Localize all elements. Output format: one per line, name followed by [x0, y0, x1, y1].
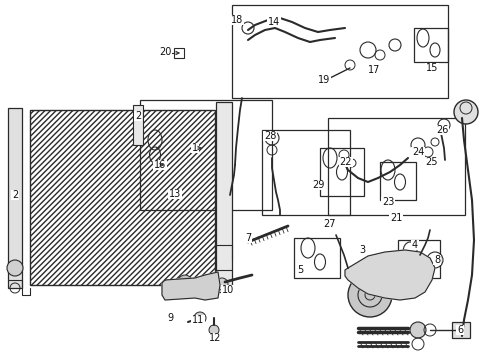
Text: 2: 2: [135, 111, 141, 121]
Bar: [174, 48, 183, 58]
Text: 11: 11: [191, 315, 203, 325]
Bar: [379, 162, 415, 200]
Text: 29: 29: [311, 180, 324, 190]
Bar: [8, 108, 22, 288]
Text: 6: 6: [456, 325, 462, 335]
Text: 26: 26: [435, 125, 447, 135]
Bar: [262, 130, 349, 215]
Text: 13: 13: [168, 189, 181, 199]
Text: 9: 9: [166, 313, 173, 323]
Bar: [231, 5, 447, 98]
Text: 16: 16: [154, 160, 166, 170]
Circle shape: [453, 100, 477, 124]
Text: 10: 10: [222, 285, 234, 295]
Text: 17: 17: [367, 65, 379, 75]
Text: 23: 23: [381, 197, 393, 207]
Polygon shape: [162, 272, 220, 300]
Bar: [413, 28, 447, 62]
Bar: [319, 148, 363, 196]
Bar: [327, 118, 464, 215]
Bar: [133, 105, 142, 145]
Text: 21: 21: [389, 213, 401, 223]
Text: 7: 7: [244, 233, 251, 243]
Circle shape: [178, 275, 192, 289]
Bar: [451, 322, 469, 338]
Text: 24: 24: [411, 147, 423, 157]
Text: 3: 3: [358, 245, 365, 255]
Text: 18: 18: [230, 15, 243, 25]
Text: 1: 1: [192, 143, 198, 153]
Text: 12: 12: [208, 333, 221, 343]
Text: 25: 25: [425, 157, 437, 167]
Circle shape: [384, 258, 404, 278]
Bar: [216, 102, 231, 292]
Text: 8: 8: [433, 255, 439, 265]
Circle shape: [208, 325, 219, 335]
Text: 14: 14: [267, 17, 280, 27]
Circle shape: [216, 278, 227, 290]
Text: 4: 4: [411, 240, 417, 250]
Polygon shape: [345, 250, 434, 300]
Bar: [30, 110, 215, 285]
Circle shape: [7, 260, 23, 276]
Text: 20: 20: [159, 47, 171, 57]
Circle shape: [409, 322, 425, 338]
Bar: [397, 240, 439, 278]
Text: 5: 5: [296, 265, 303, 275]
Text: 2: 2: [12, 190, 18, 200]
Text: 27: 27: [323, 219, 336, 229]
Circle shape: [163, 282, 180, 298]
Text: 19: 19: [317, 75, 329, 85]
Bar: [140, 100, 271, 210]
Circle shape: [347, 273, 391, 317]
Text: 28: 28: [263, 131, 276, 141]
Circle shape: [399, 267, 415, 283]
Circle shape: [194, 312, 205, 324]
Text: 15: 15: [425, 63, 437, 73]
Text: 22: 22: [339, 157, 351, 167]
Bar: [293, 238, 339, 278]
